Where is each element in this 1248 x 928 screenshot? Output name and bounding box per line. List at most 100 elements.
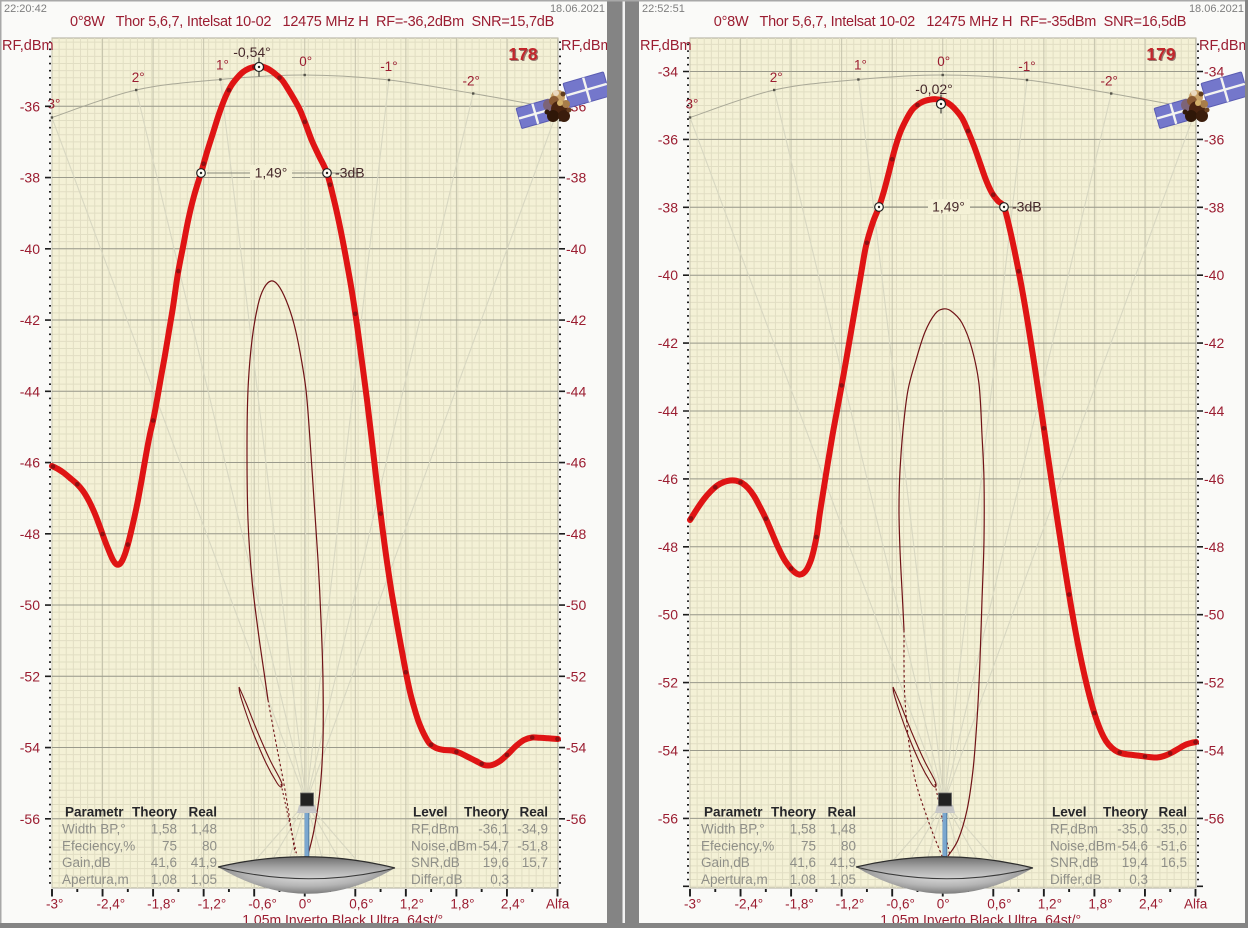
svg-text:Parametr: Parametr: [704, 805, 763, 820]
svg-text:-46: -46: [20, 455, 40, 471]
svg-text:19,4: 19,4: [1122, 855, 1149, 870]
svg-text:RF,dBm: RF,dBm: [561, 38, 613, 54]
svg-text:-40: -40: [20, 241, 40, 257]
svg-text:1,49°: 1,49°: [255, 165, 288, 181]
svg-text:1,8°: 1,8°: [1088, 897, 1112, 912]
svg-text:-51,6: -51,6: [1156, 838, 1187, 853]
svg-text:RF,dBm: RF,dBm: [2, 38, 54, 54]
svg-text:-35,0: -35,0: [1117, 821, 1148, 836]
svg-text:RF,dBm: RF,dBm: [1050, 821, 1098, 836]
svg-text:1,8°: 1,8°: [450, 897, 474, 912]
svg-text:-52: -52: [1204, 675, 1224, 691]
svg-text:1,05: 1,05: [830, 872, 856, 887]
svg-text:RF,dBm: RF,dBm: [1199, 38, 1248, 54]
svg-text:-0,54°: -0,54°: [233, 44, 271, 60]
svg-text:-40: -40: [566, 241, 586, 257]
svg-text:Real: Real: [1158, 805, 1187, 820]
svg-text:Real: Real: [827, 805, 856, 820]
svg-text:Gain,dB: Gain,dB: [62, 855, 111, 870]
svg-text:-46: -46: [1204, 471, 1224, 487]
svg-text:-42: -42: [1204, 335, 1224, 351]
svg-text:179: 179: [1146, 44, 1175, 64]
svg-text:-38: -38: [1204, 199, 1224, 215]
svg-text:-1°: -1°: [380, 59, 397, 74]
svg-text:3°: 3°: [47, 97, 60, 112]
svg-text:-50: -50: [20, 597, 40, 613]
svg-text:-34: -34: [658, 64, 678, 80]
svg-text:-35,0: -35,0: [1156, 821, 1187, 836]
svg-text:Width BP,°: Width BP,°: [701, 821, 765, 836]
svg-text:-1,2°: -1,2°: [198, 897, 227, 912]
svg-text:0,6°: 0,6°: [987, 897, 1011, 912]
svg-text:-0,02°: -0,02°: [915, 81, 953, 97]
svg-text:-34: -34: [1204, 64, 1224, 80]
svg-text:22:52:51: 22:52:51: [642, 3, 685, 15]
svg-text:3°: 3°: [686, 97, 699, 112]
svg-text:-38: -38: [20, 170, 40, 186]
svg-text:Theory: Theory: [1103, 805, 1149, 820]
svg-text:-42: -42: [658, 335, 678, 351]
svg-text:-2°: -2°: [462, 74, 479, 89]
svg-text:2,4°: 2,4°: [1139, 897, 1163, 912]
svg-text:-48: -48: [658, 539, 678, 555]
svg-text:-1,8°: -1,8°: [147, 897, 176, 912]
svg-text:RF,dBm: RF,dBm: [640, 38, 692, 54]
svg-text:41,6: 41,6: [151, 855, 177, 870]
svg-text:-48: -48: [566, 526, 586, 542]
svg-text:19,6: 19,6: [483, 855, 509, 870]
svg-text:-52: -52: [566, 668, 586, 684]
svg-text:75: 75: [801, 838, 816, 853]
svg-text:15,7: 15,7: [522, 855, 548, 870]
svg-text:Theory: Theory: [464, 805, 510, 820]
svg-text:Apertura,m: Apertura,m: [701, 872, 768, 887]
svg-text:Level: Level: [1052, 805, 1087, 820]
svg-text:-42: -42: [566, 312, 586, 328]
svg-text:Level: Level: [413, 805, 448, 820]
svg-text:2°: 2°: [132, 70, 145, 85]
svg-text:41,9: 41,9: [191, 855, 217, 870]
svg-text:-2,4°: -2,4°: [97, 897, 126, 912]
svg-text:1,08: 1,08: [151, 872, 177, 887]
svg-text:Efeciency,%: Efeciency,%: [701, 838, 774, 853]
svg-text:-52: -52: [658, 675, 678, 691]
svg-text:0°: 0°: [299, 897, 312, 912]
svg-text:-3°: -3°: [684, 897, 701, 912]
svg-text:0°: 0°: [299, 54, 312, 69]
svg-text:-56: -56: [20, 811, 40, 827]
svg-text:Differ,dB: Differ,dB: [411, 872, 463, 887]
svg-text:-54: -54: [20, 740, 40, 756]
svg-text:Gain,dB: Gain,dB: [701, 855, 750, 870]
svg-text:Noise,dBm: Noise,dBm: [411, 838, 477, 853]
svg-text:Width BP,°: Width BP,°: [62, 821, 126, 836]
svg-text:1,58: 1,58: [790, 821, 816, 836]
svg-text:80: 80: [841, 838, 856, 853]
svg-text:Apertura,m: Apertura,m: [62, 872, 129, 887]
svg-text:SNR,dB: SNR,dB: [1050, 855, 1099, 870]
svg-text:-54: -54: [658, 743, 678, 759]
svg-text:-50: -50: [1204, 607, 1224, 623]
svg-text:-38: -38: [658, 199, 678, 215]
svg-text:-46: -46: [566, 455, 586, 471]
svg-text:-48: -48: [20, 526, 40, 542]
svg-text:1°: 1°: [216, 58, 229, 73]
svg-text:41,9: 41,9: [830, 855, 856, 870]
svg-text:-0,6°: -0,6°: [886, 897, 915, 912]
svg-text:41,6: 41,6: [790, 855, 816, 870]
svg-text:-40: -40: [658, 267, 678, 283]
svg-text:178: 178: [508, 44, 537, 64]
svg-text:80: 80: [202, 838, 217, 853]
svg-text:Alfa: Alfa: [1184, 897, 1208, 912]
svg-text:-36,1: -36,1: [478, 821, 509, 836]
svg-text:0°8W Thor 5,6,7, Intelsat 10: 0°8W Thor 5,6,7, Intelsat 10-02 12475 MH…: [714, 14, 1186, 30]
svg-text:0,3: 0,3: [1129, 872, 1148, 887]
svg-text:-38: -38: [566, 170, 586, 186]
svg-text:18.06.2021: 18.06.2021: [1189, 3, 1244, 15]
svg-text:Theory: Theory: [771, 805, 817, 820]
svg-text:-44: -44: [20, 383, 40, 399]
svg-text:-0,6°: -0,6°: [248, 897, 277, 912]
svg-text:-3°: -3°: [46, 897, 63, 912]
svg-text:-36: -36: [1204, 131, 1224, 147]
svg-text:-1°: -1°: [1018, 59, 1035, 74]
svg-text:16,5: 16,5: [1161, 855, 1187, 870]
svg-text:Efeciency,%: Efeciency,%: [62, 838, 135, 853]
